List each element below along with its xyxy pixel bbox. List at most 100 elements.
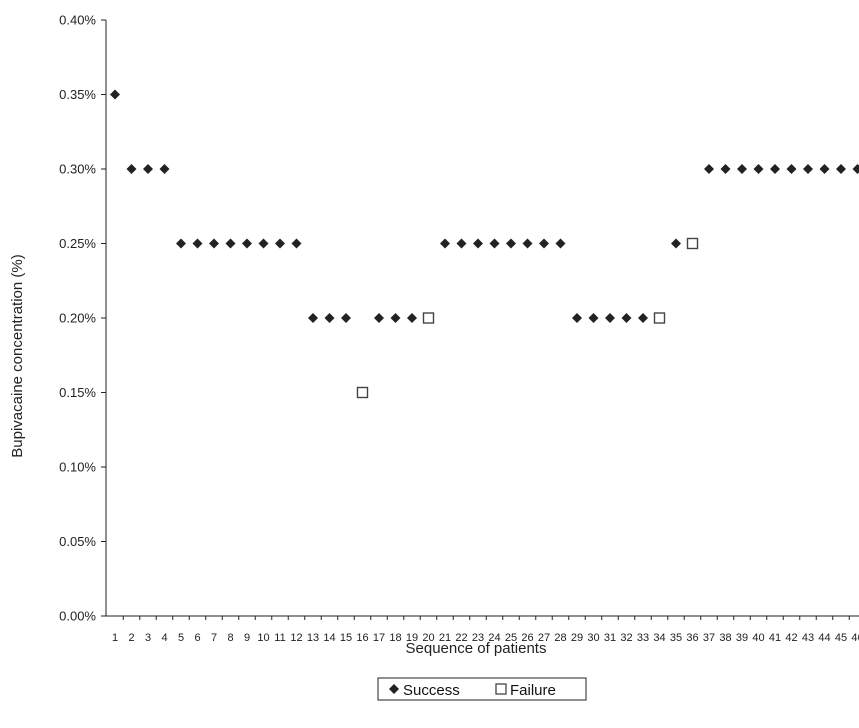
x-tick-label: 37 [703,632,715,644]
success-point [225,238,236,249]
success-point [110,89,120,100]
success-point [605,313,615,323]
y-axis-label: Bupivacaine concentration (%) [9,254,26,457]
y-tick-label: 0.25% [59,236,96,251]
x-tick-label: 10 [257,632,269,644]
x-tick-label: 26 [521,632,533,644]
success-point [522,238,533,249]
success-point [572,313,582,323]
y-tick-label: 0.15% [59,385,96,400]
x-ticks: 1 2 3 4 5 6 7 8 9 10 11 12 13 14 15 16 17 18 19 20 21 22 23 24 2… [112,616,859,644]
success-point [671,238,681,249]
success-point [374,313,384,323]
success-point [770,164,780,174]
x-tick-label: 30 [587,632,599,644]
x-tick-label: 32 [620,632,632,644]
legend-failure-marker [495,683,507,695]
y-tick-label: 0.00% [59,609,96,624]
failure-point [653,312,666,324]
x-tick-label: 33 [637,632,649,644]
legend-success-marker [389,684,399,694]
x-tick-label: 14 [323,632,335,644]
success-point [638,313,648,323]
success-point [753,164,764,174]
x-tick-label: 3 [145,632,151,644]
success-point [489,238,500,249]
x-tick-label: 46 [851,632,859,644]
x-tick-label: 38 [719,632,731,644]
legend-success-label: Success [403,682,460,699]
success-point [176,238,186,249]
failure-point [356,386,369,399]
x-tick-label: 2 [128,632,134,644]
success-point [473,238,483,249]
x-tick-label: 5 [178,632,184,644]
success-point [588,313,599,323]
success-point [836,164,846,174]
axes [105,20,859,617]
x-tick-label: 11 [274,632,285,644]
success-point [456,238,467,249]
x-tick-label: 18 [389,632,401,644]
x-tick-label: 36 [686,632,698,644]
x-tick-label: 39 [736,632,748,644]
success-point [539,238,549,249]
x-tick-label: 34 [653,632,665,644]
x-tick-label: 8 [227,632,233,644]
x-tick-label: 12 [290,632,302,644]
success-point [209,238,219,249]
success-point [440,238,450,249]
success-point [192,238,203,249]
success-point [704,164,714,174]
x-tick-label: 42 [785,632,797,644]
success-point [308,313,318,323]
success-point [143,164,153,174]
x-tick-label: 24 [488,632,500,644]
success-point [242,238,252,249]
y-tick-label: 0.10% [59,460,96,475]
success-point [621,313,632,323]
x-tick-label: 7 [211,632,217,644]
success-point [291,238,302,249]
success-point [737,164,747,174]
x-tick-label: 28 [554,632,566,644]
failure-point [422,312,435,324]
x-tick-label: 19 [406,632,418,644]
x-tick-label: 41 [769,632,781,644]
x-tick-label: 1 [112,632,118,644]
x-tick-label: 21 [439,632,451,644]
success-point [506,238,516,249]
x-tick-label: 25 [505,632,517,644]
success-point [275,238,285,249]
y-tick-label: 0.40% [59,13,96,28]
x-tick-label: 29 [571,632,583,644]
x-tick-label: 44 [818,632,830,644]
success-point [126,164,137,174]
x-tick-label: 17 [373,632,385,644]
y-tick-label: 0.20% [59,311,96,326]
success-point [819,164,830,174]
success-point [786,164,797,174]
x-tick-label: 22 [455,632,467,644]
y-tick-label: 0.05% [59,534,96,549]
success-point [555,238,566,249]
data-points [110,89,859,399]
x-tick-label: 45 [835,632,847,644]
success-point [258,238,269,249]
success-point [159,164,170,174]
legend-box [377,677,587,701]
y-tick-label: 0.30% [59,162,96,177]
success-point [390,313,401,323]
x-tick-label: 27 [538,632,550,644]
x-tick-label: 31 [604,632,616,644]
success-point [803,164,813,174]
x-tick-label: 15 [340,632,352,644]
x-tick-label: 43 [802,632,814,644]
success-point [324,313,335,323]
x-tick-label: 9 [244,632,250,644]
legend: Success Failure [377,677,587,701]
success-point [407,313,417,323]
failure-point [686,237,699,250]
y-ticks: 0.00% 0.05% 0.10% 0.15% 0.20% 0.25% 0.30% 0.35%… [59,13,106,624]
